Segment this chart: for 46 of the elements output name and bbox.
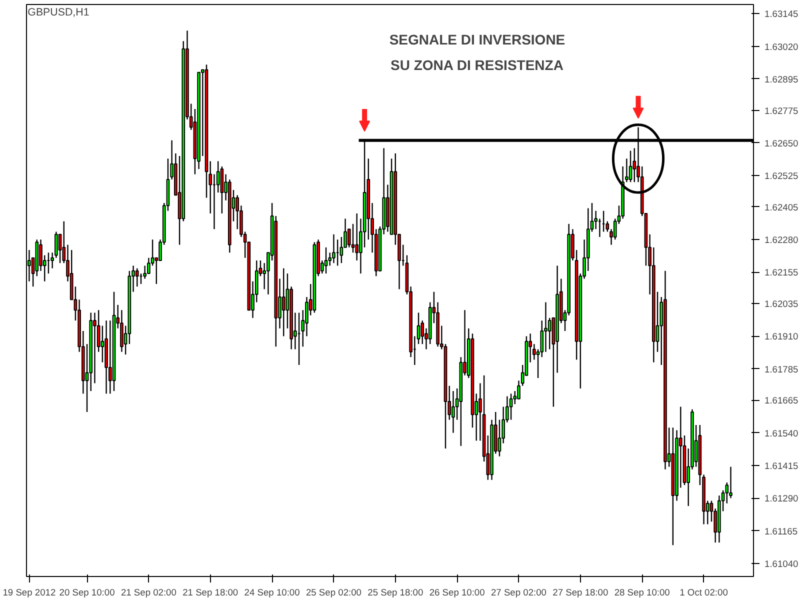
x-tick-label: 21 Sep 02:00 xyxy=(120,588,176,598)
candlestick xyxy=(509,393,513,420)
y-tick-label: 1.61910 xyxy=(764,332,798,342)
candlestick xyxy=(628,150,632,183)
y-tick-label: 1.62035 xyxy=(764,299,798,310)
x-tick-label: 25 Sep 18:00 xyxy=(368,588,424,598)
y-tick-label: 1.61290 xyxy=(764,494,798,504)
candlestick xyxy=(120,309,124,352)
candlestick xyxy=(452,390,455,434)
x-tick-label: 26 Sep 10:00 xyxy=(429,588,485,598)
candlestick xyxy=(355,212,359,262)
y-tick-label: 1.63020 xyxy=(764,42,798,52)
y-tick-label: 1.62775 xyxy=(764,106,798,116)
x-tick-label: 27 Sep 18:00 xyxy=(552,588,608,598)
candlestick xyxy=(332,234,336,264)
y-tick-label: 1.61665 xyxy=(764,396,798,406)
candlestick xyxy=(351,223,355,254)
x-tick-label: 25 Sep 02:00 xyxy=(306,588,362,598)
candlestick xyxy=(282,268,286,337)
x-tick-label: 1 Oct 02:00 xyxy=(680,588,728,598)
x-tick-label: 27 Sep 02:00 xyxy=(491,588,546,598)
y-tick-label: 1.61785 xyxy=(764,364,798,374)
x-tick-label: 20 Sep 10:00 xyxy=(59,588,115,598)
y-tick-label: 1.61165 xyxy=(764,526,798,536)
candlestick xyxy=(324,246,328,274)
x-tick-label: 21 Sep 18:00 xyxy=(182,588,238,598)
y-tick-label: 1.62155 xyxy=(764,268,798,278)
x-tick-label: 28 Sep 10:00 xyxy=(614,588,670,598)
y-tick-label: 1.62895 xyxy=(764,74,798,84)
y-tick-label: 1.62405 xyxy=(764,202,798,212)
annotation: SU ZONA DI RESISTENZA xyxy=(390,57,564,74)
y-tick-label: 1.62280 xyxy=(764,235,798,246)
y-tick-label: 1.61415 xyxy=(764,460,798,471)
candlestick xyxy=(93,312,96,384)
y-tick-label: 1.62525 xyxy=(764,171,798,182)
x-tick-label: 19 Sep 2012 xyxy=(2,588,56,598)
y-tick-label: 1.61040 xyxy=(764,558,798,569)
x-tick-label: 24 Sep 10:00 xyxy=(244,588,300,598)
candlestick xyxy=(220,166,224,214)
y-tick-label: 1.62650 xyxy=(764,138,798,148)
candlestick xyxy=(135,268,139,288)
annotation: SEGNALE DI INVERSIONE xyxy=(389,31,566,48)
chart-title: GBPUSD,H1 xyxy=(28,6,90,18)
y-tick-label: 1.61540 xyxy=(764,428,798,438)
y-tick-label: 1.63145 xyxy=(764,9,798,20)
candlestick xyxy=(58,234,62,264)
